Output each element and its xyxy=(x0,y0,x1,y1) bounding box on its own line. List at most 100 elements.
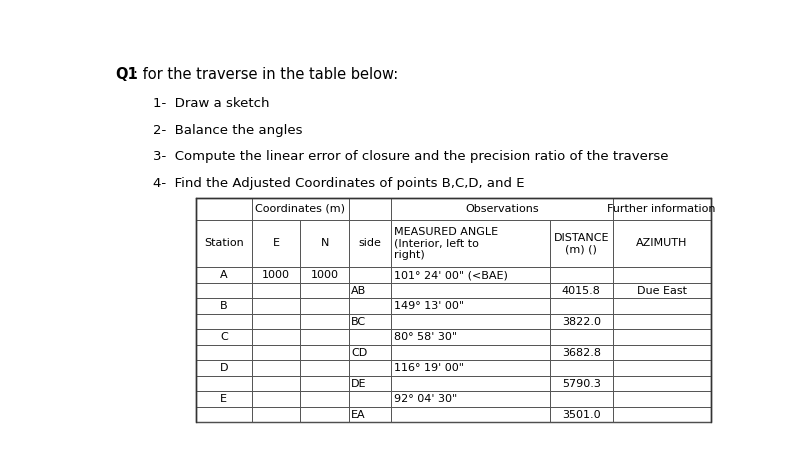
Bar xyxy=(300,314,349,329)
Text: 4015.8: 4015.8 xyxy=(562,285,601,295)
Bar xyxy=(349,267,391,283)
Bar xyxy=(613,407,710,422)
Bar xyxy=(349,376,391,392)
Text: AZIMUTH: AZIMUTH xyxy=(636,239,687,248)
Bar xyxy=(252,376,300,392)
Bar xyxy=(550,314,613,329)
Text: 149° 13' 00": 149° 13' 00" xyxy=(394,301,464,311)
Bar xyxy=(349,407,391,422)
Bar xyxy=(391,267,550,283)
Bar xyxy=(613,376,710,392)
Bar xyxy=(252,392,300,407)
Bar xyxy=(613,283,710,298)
Bar xyxy=(300,392,349,407)
Text: CD: CD xyxy=(351,348,367,358)
Bar xyxy=(391,345,550,360)
Bar xyxy=(196,329,252,345)
Text: 101° 24' 00" (<BAE): 101° 24' 00" (<BAE) xyxy=(394,270,508,280)
Bar xyxy=(252,329,300,345)
Bar xyxy=(349,198,391,220)
Bar xyxy=(300,298,349,314)
Bar xyxy=(300,267,349,283)
Bar xyxy=(391,360,550,376)
Bar xyxy=(196,220,252,267)
Bar xyxy=(391,407,550,422)
Text: 1000: 1000 xyxy=(310,270,338,280)
Bar xyxy=(349,283,391,298)
Text: D: D xyxy=(220,363,228,373)
Bar xyxy=(613,198,710,220)
Bar xyxy=(613,329,710,345)
Text: 80° 58' 30": 80° 58' 30" xyxy=(394,332,458,342)
Bar xyxy=(349,329,391,345)
Bar xyxy=(252,298,300,314)
Bar xyxy=(391,392,550,407)
Bar xyxy=(550,283,613,298)
Text: AB: AB xyxy=(351,285,366,295)
Text: Due East: Due East xyxy=(637,285,686,295)
Text: 92° 04' 30": 92° 04' 30" xyxy=(394,394,458,404)
Text: BC: BC xyxy=(351,316,366,327)
Bar xyxy=(252,283,300,298)
Bar xyxy=(349,220,391,267)
Bar xyxy=(300,407,349,422)
Text: MEASURED ANGLE
(Interior, left to
right): MEASURED ANGLE (Interior, left to right) xyxy=(394,227,498,260)
Text: Observations: Observations xyxy=(465,204,538,214)
Text: : for the traverse in the table below:: : for the traverse in the table below: xyxy=(133,67,398,82)
Text: 116° 19' 00": 116° 19' 00" xyxy=(394,363,464,373)
Bar xyxy=(300,329,349,345)
Bar xyxy=(196,267,252,283)
Bar xyxy=(391,376,550,392)
Text: A: A xyxy=(220,270,228,280)
Text: DE: DE xyxy=(351,379,366,389)
Bar xyxy=(613,267,710,283)
Bar xyxy=(196,376,252,392)
Bar xyxy=(349,345,391,360)
Text: 1-  Draw a sketch: 1- Draw a sketch xyxy=(153,97,269,110)
Bar xyxy=(391,298,550,314)
Text: 1000: 1000 xyxy=(262,270,290,280)
Bar xyxy=(349,314,391,329)
Text: Coordinates (m): Coordinates (m) xyxy=(255,204,346,214)
Bar xyxy=(613,298,710,314)
Bar xyxy=(252,314,300,329)
Bar xyxy=(252,220,300,267)
Bar xyxy=(550,329,613,345)
Bar xyxy=(349,298,391,314)
Text: 3822.0: 3822.0 xyxy=(562,316,601,327)
Bar xyxy=(252,345,300,360)
Bar xyxy=(252,198,349,220)
Text: Further information: Further information xyxy=(607,204,716,214)
Text: E: E xyxy=(220,394,227,404)
Bar xyxy=(196,283,252,298)
Bar xyxy=(550,360,613,376)
Text: 3-  Compute the linear error of closure and the precision ratio of the traverse: 3- Compute the linear error of closure a… xyxy=(153,150,668,163)
Bar xyxy=(550,267,613,283)
Text: DISTANCE
(m) (): DISTANCE (m) () xyxy=(554,233,609,254)
Bar xyxy=(196,407,252,422)
Bar xyxy=(196,360,252,376)
Bar xyxy=(550,392,613,407)
Text: 4-  Find the Adjusted Coordinates of points B,C,D, and E: 4- Find the Adjusted Coordinates of poin… xyxy=(153,177,524,190)
Text: 3501.0: 3501.0 xyxy=(562,409,601,420)
Bar xyxy=(196,345,252,360)
Bar xyxy=(196,314,252,329)
Bar xyxy=(613,392,710,407)
Bar xyxy=(300,220,349,267)
Bar xyxy=(300,283,349,298)
Text: 2-  Balance the angles: 2- Balance the angles xyxy=(153,124,302,137)
Bar xyxy=(252,267,300,283)
Bar xyxy=(391,314,550,329)
Bar xyxy=(613,345,710,360)
Bar xyxy=(252,407,300,422)
Text: Q1: Q1 xyxy=(115,67,138,82)
Bar xyxy=(252,360,300,376)
Bar xyxy=(613,314,710,329)
Bar xyxy=(349,392,391,407)
Text: EA: EA xyxy=(351,409,366,420)
Bar xyxy=(550,345,613,360)
Bar xyxy=(252,198,300,220)
Bar xyxy=(300,376,349,392)
Bar xyxy=(550,376,613,392)
Bar xyxy=(550,407,613,422)
